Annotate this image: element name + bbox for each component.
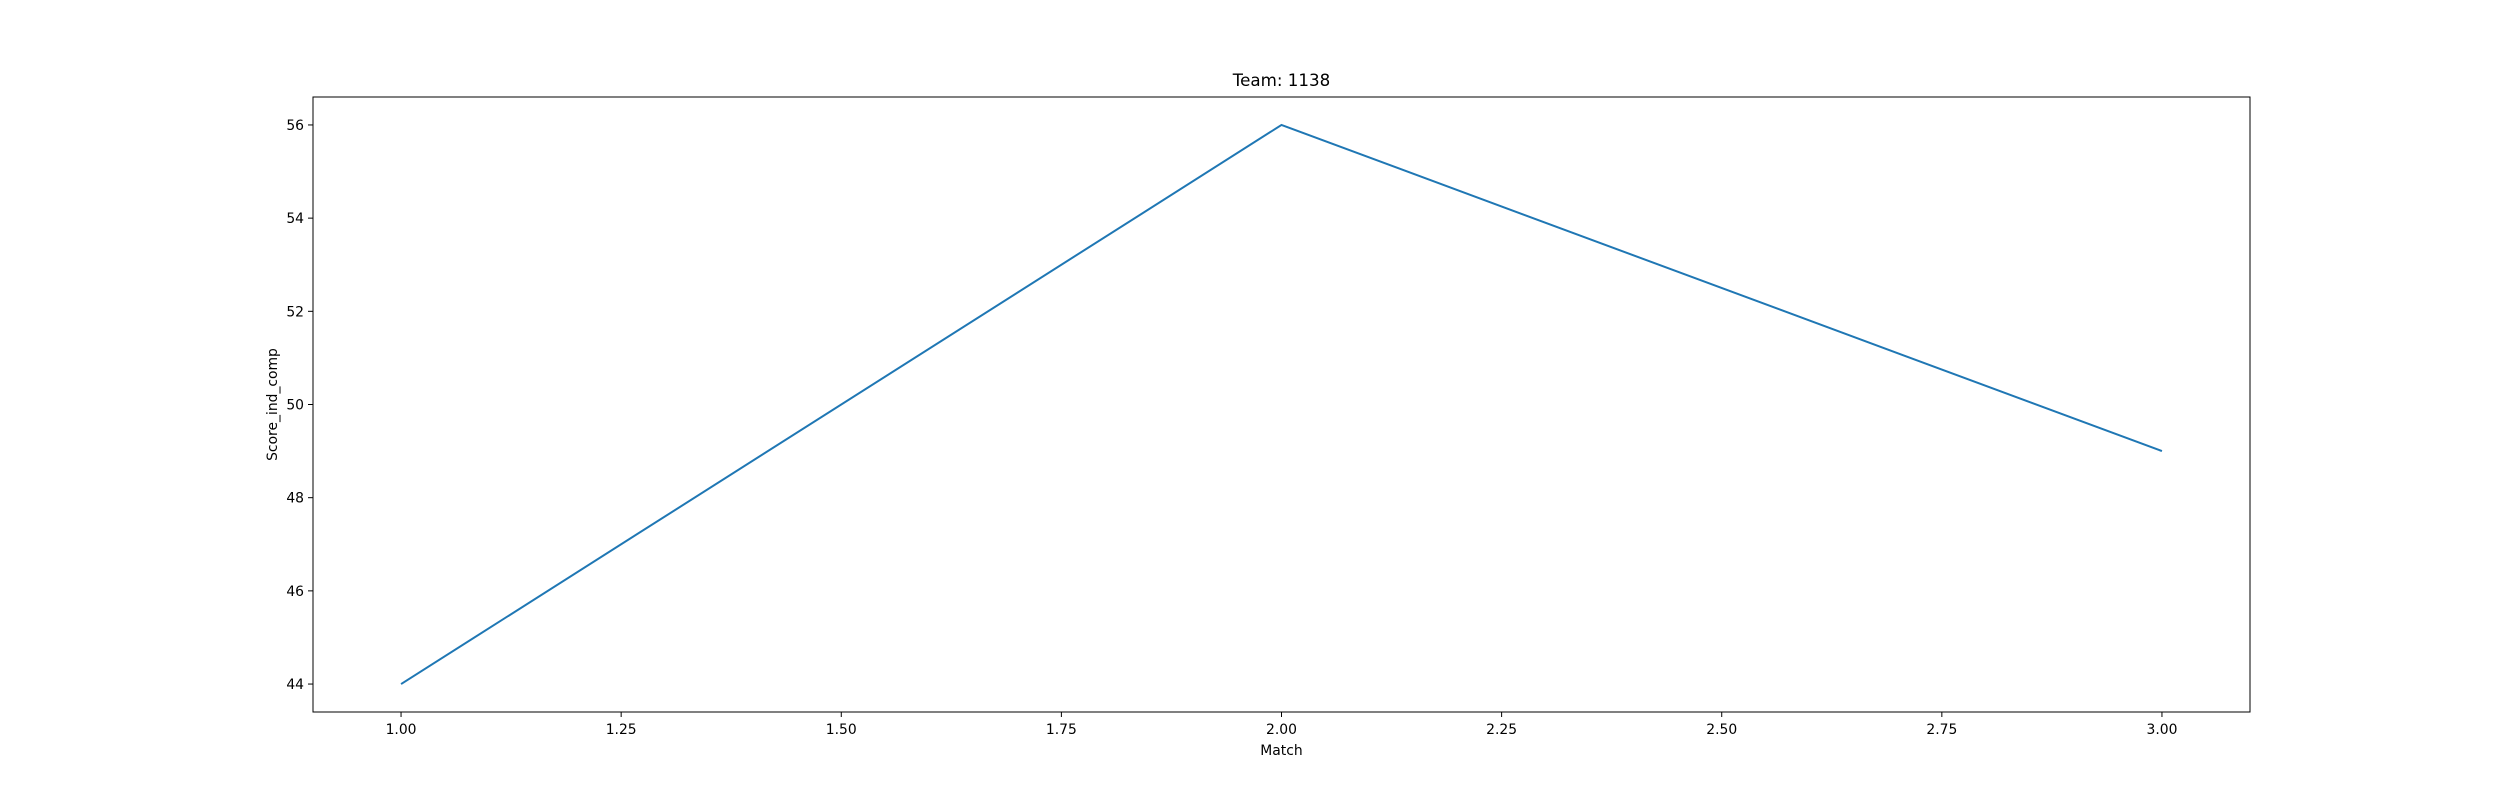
x-tick-label: 1.50 xyxy=(826,722,857,738)
y-tick-label: 56 xyxy=(286,118,304,134)
y-tick-label: 54 xyxy=(286,211,304,227)
x-tick-label: 1.00 xyxy=(386,722,417,738)
x-axis-label: Match xyxy=(1260,743,1302,759)
x-tick-label: 2.00 xyxy=(1266,722,1297,738)
y-tick-label: 48 xyxy=(286,491,304,507)
series-line xyxy=(400,123,2163,685)
x-tick-label: 1.25 xyxy=(606,722,637,738)
x-axis-ticks: 1.00 1.25 1.50 1.75 2.00 2.25 2.50 2.75 3.00 xyxy=(386,712,2177,738)
y-axis-label: Score_ind_comp xyxy=(265,348,281,461)
x-tick-label: 2.50 xyxy=(1706,722,1737,738)
x-tick-label: 2.75 xyxy=(1926,722,1957,738)
x-tick-label: 2.25 xyxy=(1486,722,1517,738)
plot-area-frame xyxy=(312,96,2251,713)
y-axis-ticks: 44 46 48 50 52 54 56 xyxy=(286,118,313,693)
y-tick-label: 46 xyxy=(286,584,304,600)
x-tick-label: 3.00 xyxy=(2146,722,2177,738)
chart-title: Team: 1138 xyxy=(1232,70,1331,90)
x-tick-label: 1.75 xyxy=(1046,722,1077,738)
y-tick-label: 52 xyxy=(286,304,304,320)
y-tick-label: 44 xyxy=(286,677,304,693)
y-tick-label: 50 xyxy=(286,398,304,414)
